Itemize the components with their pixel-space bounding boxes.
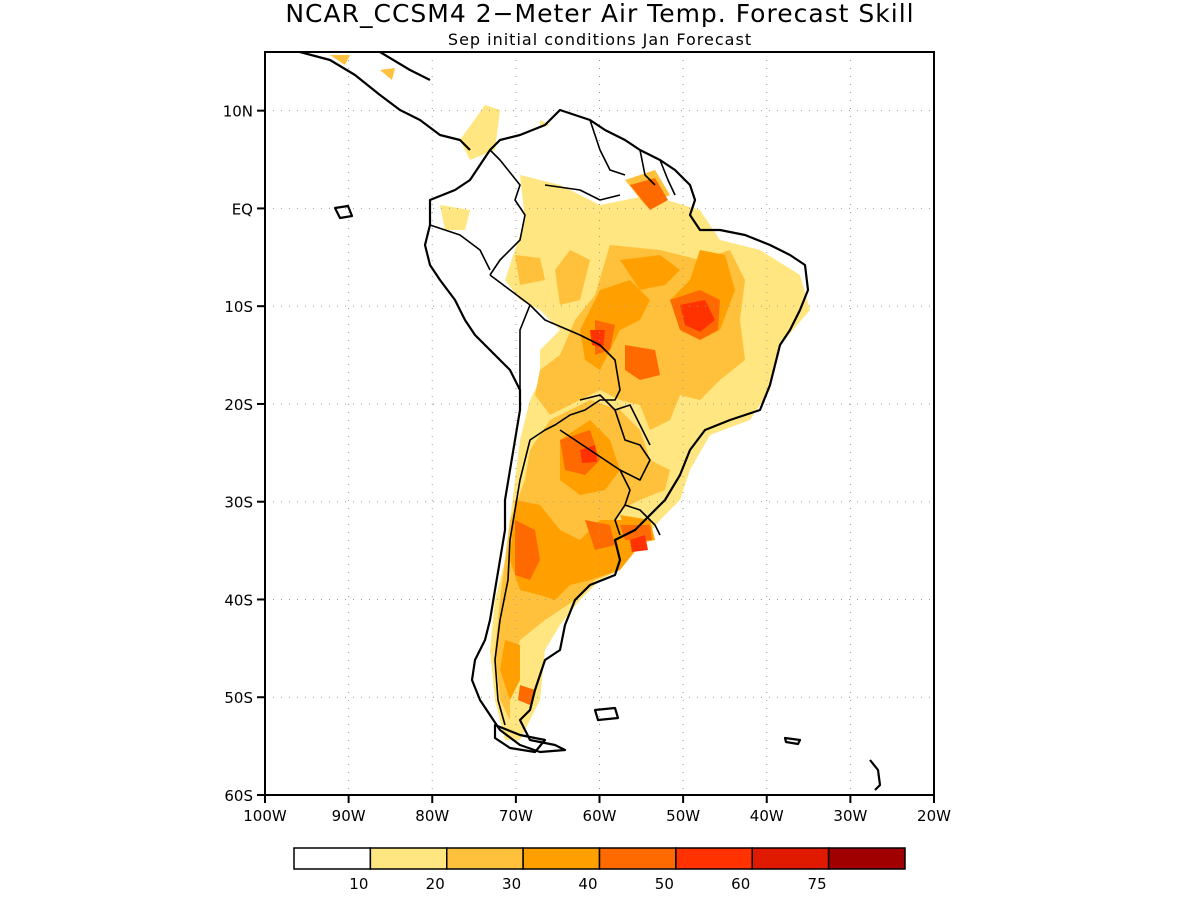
legend-label-3: 40 [578, 875, 597, 893]
legend-swatch-6 [751, 847, 830, 870]
legend-label-1: 20 [426, 875, 445, 893]
legend-label-5: 60 [731, 875, 750, 893]
skill-shading-50-60 [580, 300, 715, 552]
south-georgia [783, 736, 802, 746]
tierra-del-fuego [493, 723, 547, 754]
color-legend: 10 20 30 40 50 60 75 [293, 847, 906, 893]
legend-swatch-1 [369, 847, 448, 870]
lon-tick-label: 40W [750, 807, 784, 825]
lon-tick-label: 70W [499, 807, 533, 825]
longitude-axis: 100W 90W 80W 70W 60W 50W 40W 30W 20W [243, 795, 951, 825]
legend-label-4: 50 [655, 875, 674, 893]
lon-tick-label: 50W [666, 807, 700, 825]
caribbean-coastline [379, 52, 431, 81]
legend-label-6: 75 [808, 875, 827, 893]
lon-tick-label: 20W [917, 807, 951, 825]
lat-tick-label: 40S [224, 591, 253, 609]
latitude-axis: 10N EQ 10S 20S 30S 40S 50S 60S [223, 103, 265, 805]
lon-tick-label: 90W [332, 807, 366, 825]
lat-tick-label: 10N [223, 103, 253, 121]
coastline [299, 52, 882, 791]
lat-tick-label: 60S [224, 787, 253, 805]
south-america-coastline [423, 108, 810, 754]
map-subtitle: Sep initial conditions Jan Forecast [448, 30, 752, 49]
lon-tick-label: 80W [415, 807, 449, 825]
galapagos-islands [333, 204, 354, 220]
south-sandwich-islands [869, 759, 882, 791]
legend-swatch-5 [675, 847, 753, 870]
lon-tick-label: 100W [243, 807, 287, 825]
country-borders [429, 119, 676, 726]
lon-tick-label: 60W [583, 807, 617, 825]
legend-swatch-4 [598, 847, 677, 870]
map-title: NCAR_CCSM4 2−Meter Air Temp. Forecast Sk… [285, 0, 914, 28]
falkland-islands [593, 706, 620, 722]
lat-tick-label: 20S [224, 396, 253, 414]
lat-tick-label: EQ [232, 200, 253, 218]
lat-tick-label: 10S [224, 298, 253, 316]
legend-swatch-3 [522, 847, 601, 870]
lat-tick-label: 50S [224, 689, 253, 707]
lon-tick-label: 30W [833, 807, 867, 825]
central-america-coastline [299, 52, 471, 151]
legend-swatch-7 [827, 847, 906, 870]
legend-label-2: 30 [502, 875, 521, 893]
lat-tick-label: 30S [224, 494, 253, 512]
legend-swatch-0 [293, 847, 372, 870]
legend-label-0: 10 [349, 875, 368, 893]
legend-swatch-2 [446, 847, 524, 870]
